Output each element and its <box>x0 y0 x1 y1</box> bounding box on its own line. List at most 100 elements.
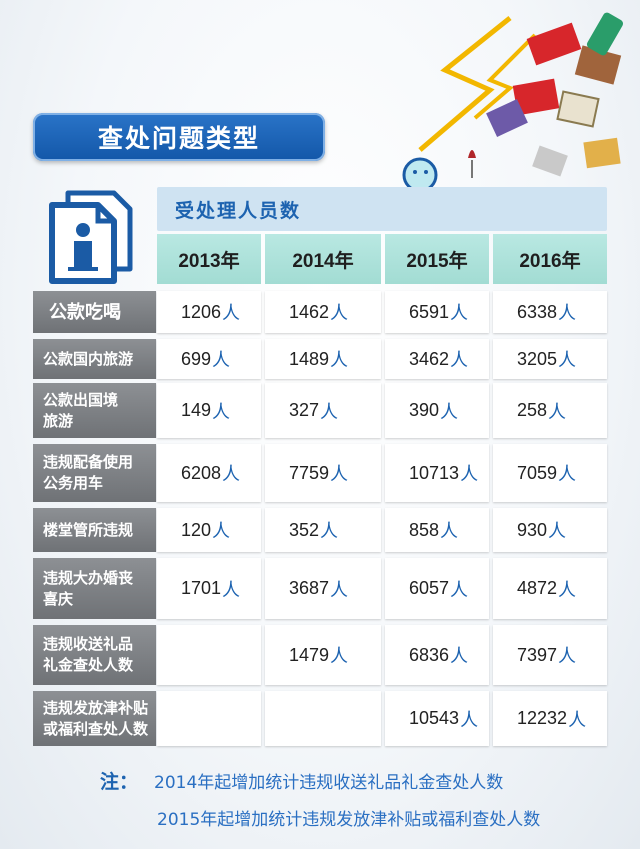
table-cell: 930 人 <box>493 508 607 552</box>
cell-unit: 人 <box>450 646 469 667</box>
table-cell: 6057 人 <box>385 558 489 619</box>
table-cell: 120 人 <box>157 508 261 552</box>
cell-unit: 人 <box>330 579 349 601</box>
table-cell: 6836 人 <box>385 625 489 685</box>
cell-value: 327 <box>289 400 320 420</box>
cell-value: 858 <box>409 519 440 540</box>
table-cell: 3462 人 <box>385 339 489 379</box>
table-cell: 12232 人 <box>493 691 607 746</box>
table-cell: 1701 人 <box>157 558 261 619</box>
cell-unit: 人 <box>222 464 241 485</box>
year-header: 2013年 <box>157 234 261 284</box>
table-cell: 258 人 <box>493 383 607 438</box>
cell-value: 6338 <box>517 301 558 322</box>
row-label: 公款出国境 旅游 <box>33 383 156 438</box>
row-label: 违规发放津补贴 或福利查处人数 <box>33 691 156 746</box>
footnote: 注： 2014年起增加统计违规收送礼品礼金查处人数 2015年起增加统计违规发放津… <box>100 764 630 839</box>
cell-value: 3687 <box>289 578 330 598</box>
table-cell: 6208 人 <box>157 444 261 502</box>
cell-unit: 人 <box>212 350 231 371</box>
table-cell: 1206 人 <box>157 291 261 333</box>
cell-value: 120 <box>181 519 212 540</box>
cell-value: 7759 <box>289 462 330 483</box>
table-cell: 3687 人 <box>265 558 381 619</box>
table-cell: 6591 人 <box>385 291 489 333</box>
cell-value: 352 <box>289 519 320 540</box>
cell-value: 6591 <box>409 301 450 322</box>
table-cell: 6338 人 <box>493 291 607 333</box>
year-header: 2015年 <box>385 234 489 284</box>
cell-unit: 人 <box>222 579 241 601</box>
table-cell <box>265 691 381 746</box>
cell-unit: 人 <box>222 303 241 324</box>
cell-value: 390 <box>409 400 440 420</box>
table-cell: 1479 人 <box>265 625 381 685</box>
row-label: 违规大办婚丧 喜庆 <box>33 558 156 619</box>
cell-unit: 人 <box>320 521 339 542</box>
cell-value: 1489 <box>289 348 330 369</box>
table-cell: 7059 人 <box>493 444 607 502</box>
table-cell: 10543 人 <box>385 691 489 746</box>
cell-unit: 人 <box>212 401 231 423</box>
table-cell: 327 人 <box>265 383 381 438</box>
cell-unit: 人 <box>450 350 469 371</box>
table-cell: 4872 人 <box>493 558 607 619</box>
cell-value: 149 <box>181 400 212 420</box>
cell-unit: 人 <box>330 303 349 324</box>
cell-unit: 人 <box>440 521 459 542</box>
row-label: 违规收送礼品 礼金查处人数 <box>33 625 156 685</box>
row-label: 楼堂管所违规 <box>33 508 156 552</box>
table-cell <box>157 691 261 746</box>
cell-unit: 人 <box>450 579 469 601</box>
cell-value: 699 <box>181 348 212 369</box>
table-cell: 149 人 <box>157 383 261 438</box>
cell-unit: 人 <box>558 579 577 601</box>
cell-unit: 人 <box>320 401 339 423</box>
year-header: 2014年 <box>265 234 381 284</box>
cell-value: 4872 <box>517 578 558 598</box>
table-cell <box>157 625 261 685</box>
cell-value: 10543 <box>409 708 460 728</box>
cell-unit: 人 <box>558 646 577 667</box>
cell-unit: 人 <box>548 521 567 542</box>
row-label: 公款吃喝 <box>33 291 156 333</box>
cell-unit: 人 <box>330 646 349 667</box>
table-cell: 7397 人 <box>493 625 607 685</box>
table-cell: 1462 人 <box>265 291 381 333</box>
cell-unit: 人 <box>568 709 587 731</box>
table-cell: 10713 人 <box>385 444 489 502</box>
cell-value: 1462 <box>289 301 330 322</box>
cell-value: 258 <box>517 400 548 420</box>
table-cell: 352 人 <box>265 508 381 552</box>
footnote-line-1: 2014年起增加统计违规收送礼品礼金查处人数 <box>154 773 504 793</box>
cell-unit: 人 <box>558 350 577 371</box>
cell-value: 1206 <box>181 301 222 322</box>
document-person-icon <box>49 190 133 284</box>
cell-unit: 人 <box>558 303 577 324</box>
cell-unit: 人 <box>440 401 459 423</box>
cell-value: 7397 <box>517 644 558 665</box>
cell-unit: 人 <box>450 303 469 324</box>
cell-unit: 人 <box>558 464 577 485</box>
cell-unit: 人 <box>548 401 567 423</box>
cell-unit: 人 <box>330 464 349 485</box>
row-label: 公款国内旅游 <box>33 339 156 379</box>
cell-value: 6836 <box>409 644 450 665</box>
gift-decoration-icon <box>402 12 624 205</box>
table-cell: 3205 人 <box>493 339 607 379</box>
cell-unit: 人 <box>330 350 349 371</box>
cell-value: 3462 <box>409 348 450 369</box>
cell-unit: 人 <box>212 521 231 542</box>
cell-value: 12232 <box>517 708 568 728</box>
table-header: 受处理人员数 <box>157 187 607 231</box>
row-label: 违规配备使用 公务用车 <box>33 444 156 502</box>
page-title: 查处问题类型 <box>33 113 325 161</box>
cell-value: 6057 <box>409 578 450 598</box>
cell-value: 10713 <box>409 462 460 483</box>
table-cell: 699 人 <box>157 339 261 379</box>
table-cell: 858 人 <box>385 508 489 552</box>
table-cell: 7759 人 <box>265 444 381 502</box>
cell-value: 930 <box>517 519 548 540</box>
cell-value: 1701 <box>181 578 222 598</box>
table-cell: 390 人 <box>385 383 489 438</box>
